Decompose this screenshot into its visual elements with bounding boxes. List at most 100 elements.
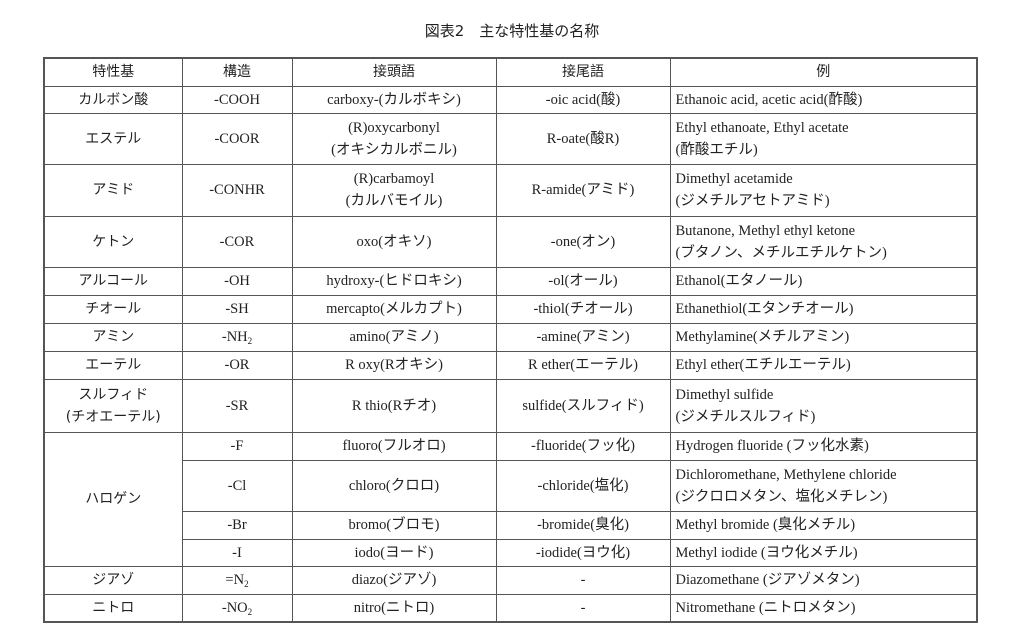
suffix-cell: -ol(オール) bbox=[495, 266, 671, 296]
prefix-cell: amino(アミノ) bbox=[291, 322, 497, 352]
header-structure: 構造 bbox=[181, 57, 293, 87]
group-cell: ジアゾ bbox=[43, 565, 183, 595]
group-cell: エーテル bbox=[43, 350, 183, 380]
group-cell: スルフィド (チオエーテル) bbox=[43, 378, 183, 433]
example-cell: Methyl iodide (ヨウ化メチル) bbox=[669, 538, 978, 567]
example-cell: Methylamine(メチルアミン) bbox=[669, 322, 978, 352]
example-cell: Dimethyl sulfide (ジメチルスルフィド) bbox=[669, 378, 978, 433]
structure-formula: -SH bbox=[225, 301, 249, 317]
structure-formula: -OR bbox=[224, 357, 250, 373]
table-row: ハロゲン -F fluoro(フルオロ) -fluoride(フッ化) Hydrogen… bbox=[43, 431, 978, 567]
group-cell: アルコール bbox=[43, 266, 183, 296]
structure-formula: -CONHR bbox=[209, 182, 265, 198]
table-row: アルコール -OH hydroxy-(ヒドロキシ) -ol(オール) Ethanol(エ… bbox=[43, 266, 978, 296]
suffix-cell: - bbox=[495, 593, 671, 623]
suffix-cell: R-oate(酸R) bbox=[495, 112, 671, 165]
table-row: -I iodo(ヨード) -iodide(ヨウ化) Methyl iodide (ヨウ… bbox=[44, 538, 978, 567]
structure-cell: -COOR bbox=[181, 112, 293, 165]
structure-formula: -F bbox=[230, 438, 244, 454]
table-row: ケトン -COR oxo(オキソ) -one(オン) Butanone, Methyl … bbox=[43, 215, 978, 268]
prefix-cell: (R)oxycarbonyl (オキシカルボニル) bbox=[291, 112, 497, 165]
prefix-cell: chloro(クロロ) bbox=[291, 459, 497, 512]
header-group: 特性基 bbox=[43, 57, 183, 87]
structure-cell: -COR bbox=[181, 215, 293, 268]
prefix-cell: carboxy-(カルボキシ) bbox=[291, 85, 497, 114]
suffix-cell: R ether(エーテル) bbox=[495, 350, 671, 380]
header-example: 例 bbox=[669, 57, 978, 87]
table-row: カルボン酸 -COOH carboxy-(カルボキシ) -oic acid(酸) Eth… bbox=[43, 85, 978, 114]
structure-formula: -COR bbox=[219, 233, 255, 250]
prefix-cell: R oxy(Rオキシ) bbox=[291, 350, 497, 380]
structure-formula: -OH bbox=[224, 273, 250, 289]
structure-formula: -COOH bbox=[214, 91, 260, 108]
group-cell: ハロゲン bbox=[43, 431, 183, 567]
prefix-cell: fluoro(フルオロ) bbox=[291, 431, 497, 461]
prefix-cell: hydroxy-(ヒドロキシ) bbox=[291, 266, 497, 296]
suffix-cell: -chloride(塩化) bbox=[495, 459, 671, 512]
prefix-cell: nitro(ニトロ) bbox=[291, 593, 497, 623]
structure-subscript: 2 bbox=[247, 336, 253, 346]
example-cell: Dichloromethane, Methylene chloride (ジクロ… bbox=[669, 459, 978, 512]
table-row: -Cl chloro(クロロ) -chloride(塩化) Dichlorometha… bbox=[44, 459, 978, 512]
prefix-cell: (R)carbamoyl (カルバモイル) bbox=[291, 163, 497, 217]
table-row: エステル -COOR (R)oxycarbonyl (オキシカルボニル) R-oate… bbox=[43, 112, 978, 165]
structure-formula: -NO bbox=[221, 599, 248, 616]
structure-formula: -Br bbox=[227, 517, 247, 533]
group-cell: アミン bbox=[43, 322, 183, 352]
structure-cell: =N2 bbox=[181, 565, 293, 595]
table-row: ニトロ -NO2 nitro(ニトロ) - Nitromethane (ニトロメタン) bbox=[43, 593, 978, 623]
suffix-cell: -fluoride(フッ化) bbox=[495, 431, 671, 461]
prefix-cell: R thio(Rチオ) bbox=[291, 378, 497, 433]
prefix-cell: bromo(ブロモ) bbox=[291, 510, 497, 540]
prefix-cell: oxo(オキソ) bbox=[291, 215, 497, 268]
suffix-cell: -amine(アミン) bbox=[495, 322, 671, 352]
prefix-cell: mercapto(メルカプト) bbox=[291, 294, 497, 324]
suffix-cell: sulfide(スルフィド) bbox=[495, 378, 671, 433]
example-cell: Methyl bromide (臭化メチル) bbox=[669, 510, 978, 540]
header-row: 特性基 構造 接頭語 接尾語 例 bbox=[43, 57, 978, 87]
group-cell: カルボン酸 bbox=[43, 85, 183, 114]
structure-formula: =N bbox=[225, 572, 245, 588]
structure-cell: -COOH bbox=[181, 85, 293, 114]
table-row: アミン -NH2 amino(アミノ) -amine(アミン) Methylamine(… bbox=[43, 322, 978, 352]
example-cell: Ethanethiol(エタンチオール) bbox=[669, 294, 978, 324]
structure-cell: -OH bbox=[181, 266, 293, 296]
structure-cell: -SR bbox=[181, 378, 293, 433]
suffix-cell: -iodide(ヨウ化) bbox=[495, 538, 671, 567]
group-cell: エステル bbox=[43, 112, 183, 165]
structure-formula: -NH bbox=[221, 329, 248, 345]
example-cell: Butanone, Methyl ethyl ketone (ブタノン、メチルエ… bbox=[669, 215, 978, 268]
structure-subscript: 2 bbox=[247, 606, 253, 617]
structure-subscript: 2 bbox=[244, 579, 249, 589]
structure-formula: -I bbox=[232, 544, 242, 561]
table-row: ジアゾ =N2 diazo(ジアゾ) - Diazomethane (ジアゾメタン) bbox=[43, 565, 978, 595]
structure-formula: -SR bbox=[225, 397, 249, 414]
group-cell: チオール bbox=[43, 294, 183, 324]
example-cell: Ethanoic acid, acetic acid(酢酸) bbox=[669, 85, 978, 114]
suffix-cell: -thiol(チオール) bbox=[495, 294, 671, 324]
structure-cell: -OR bbox=[181, 350, 293, 380]
structure-formula: -COOR bbox=[214, 130, 260, 147]
table-row: チオール -SH mercapto(メルカプト) -thiol(チオール) Ethane… bbox=[43, 294, 978, 324]
header-suffix: 接尾語 bbox=[495, 57, 671, 87]
structure-cell: -Cl bbox=[181, 459, 293, 512]
structure-cell: -Br bbox=[181, 510, 293, 540]
functional-groups-table: 特性基 構造 接頭語 接尾語 例 カルボン酸 -COOH carboxy-(カルボキ… bbox=[43, 57, 978, 623]
example-cell: Nitromethane (ニトロメタン) bbox=[669, 593, 978, 623]
example-cell: Ethyl ether(エチルエーテル) bbox=[669, 350, 978, 380]
header-prefix: 接頭語 bbox=[291, 57, 497, 87]
structure-cell: -NO2 bbox=[181, 593, 293, 623]
example-cell: Ethyl ethanoate, Ethyl acetate (酢酸エチル) bbox=[669, 112, 978, 165]
structure-cell: -NH2 bbox=[181, 322, 293, 352]
suffix-cell: -bromide(臭化) bbox=[495, 510, 671, 540]
suffix-cell: - bbox=[495, 565, 671, 595]
table-row: スルフィド (チオエーテル) -SR R thio(Rチオ) sulfide(スルフィ… bbox=[43, 378, 978, 433]
suffix-cell: -oic acid(酸) bbox=[495, 85, 671, 114]
structure-cell: -SH bbox=[181, 294, 293, 324]
structure-formula: -Cl bbox=[227, 477, 247, 494]
structure-cell: -I bbox=[181, 538, 293, 567]
group-cell: ニトロ bbox=[43, 593, 183, 623]
suffix-cell: -one(オン) bbox=[495, 215, 671, 268]
table-row: -Br bromo(ブロモ) -bromide(臭化) Methyl bromide … bbox=[44, 510, 978, 540]
prefix-cell: iodo(ヨード) bbox=[291, 538, 497, 567]
